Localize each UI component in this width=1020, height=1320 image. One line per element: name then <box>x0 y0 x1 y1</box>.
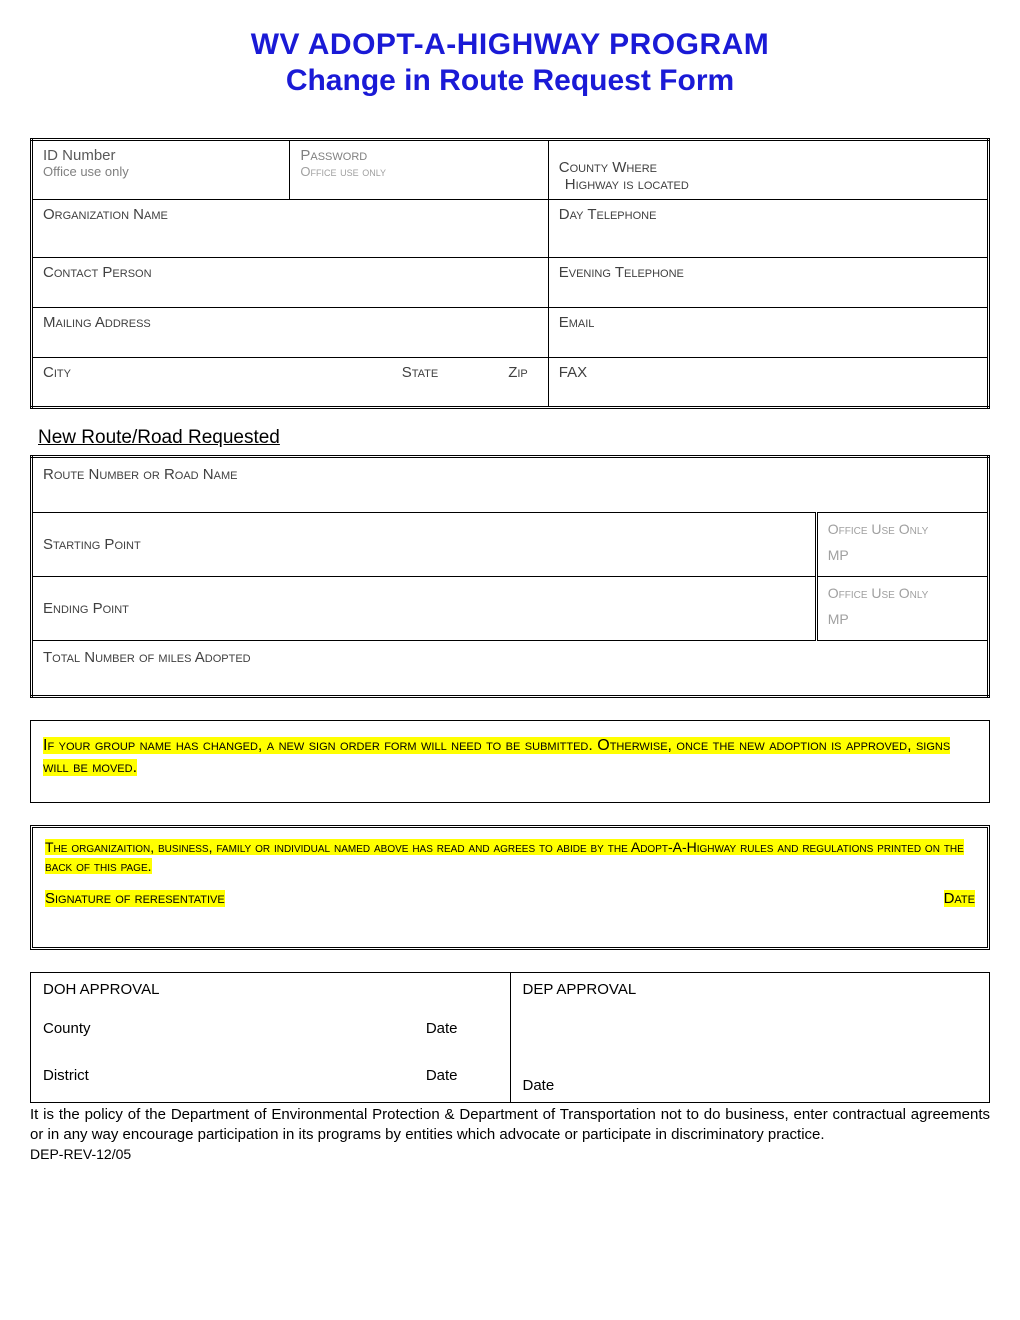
route-table: Route Number or Road Name Starting Point… <box>30 455 990 698</box>
signature-label: Signature of reresentative <box>45 890 225 907</box>
start-mp-cell[interactable]: Office Use Only MP <box>816 513 988 577</box>
city-label: City <box>43 364 71 381</box>
end-label: Ending Point <box>43 600 129 617</box>
new-route-section-title: New Route/Road Requested <box>38 427 990 449</box>
id-number-label: ID Number <box>43 147 279 164</box>
dep-label: DEP APPROVAL <box>523 981 978 998</box>
dep-approval-cell[interactable]: DEP APPROVAL Date <box>510 973 990 1103</box>
end-mp-cell[interactable]: Office Use Only MP <box>816 577 988 641</box>
footer-code: DEP-REV-12/05 <box>30 1146 990 1162</box>
title-line-2: Change in Route Request Form <box>30 64 990 98</box>
start-mp-label: MP <box>828 547 977 563</box>
start-label: Starting Point <box>43 536 141 553</box>
approval-table: DOH APPROVAL County Date District Date D… <box>30 972 990 1103</box>
start-office-label: Office Use Only <box>828 521 977 537</box>
signature-row: Signature of reresentative Date <box>45 890 975 907</box>
county-sublabel: Highway is located <box>559 176 977 193</box>
mail-cell[interactable]: Mailing Address <box>32 308 549 358</box>
city-state-zip-cell[interactable]: City State Zip <box>32 358 549 408</box>
fax-cell[interactable]: FAX <box>548 358 988 408</box>
form-header: WV ADOPT-A-HIGHWAY PROGRAM Change in Rou… <box>30 28 990 98</box>
org-name-label: Organization Name <box>43 206 168 223</box>
doh-county-row: County Date <box>43 1020 498 1037</box>
org-name-cell[interactable]: Organization Name <box>32 200 549 258</box>
doh-county-date-label: Date <box>426 1020 458 1037</box>
county-cell[interactable]: County Where Highway is located <box>548 140 988 200</box>
doh-label: DOH APPROVAL <box>43 981 498 998</box>
doh-district-label: District <box>43 1067 89 1084</box>
mail-label: Mailing Address <box>43 314 151 331</box>
doh-county-label: County <box>43 1020 91 1037</box>
route-num-cell[interactable]: Route Number or Road Name <box>32 457 989 513</box>
start-cell[interactable]: Starting Point <box>32 513 817 577</box>
day-tel-label: Day Telephone <box>559 206 657 223</box>
title-line-1: WV ADOPT-A-HIGHWAY PROGRAM <box>30 28 990 62</box>
agreement-box: The organizaition, business, family or i… <box>30 825 990 950</box>
total-miles-label: Total Number of miles Adopted <box>43 649 251 666</box>
eve-tel-label: Evening Telephone <box>559 264 684 281</box>
doh-approval-cell[interactable]: DOH APPROVAL County Date District Date <box>31 973 511 1103</box>
password-cell[interactable]: Password Office use only <box>290 140 548 200</box>
day-tel-cell[interactable]: Day Telephone <box>548 200 988 258</box>
county-label: County Where <box>559 159 977 176</box>
policy-text: It is the policy of the Department of En… <box>30 1105 990 1144</box>
doh-district-row: District Date <box>43 1067 498 1084</box>
state-label: State <box>402 364 438 381</box>
dep-date-label: Date <box>523 1077 555 1094</box>
password-sublabel: Office use only <box>300 164 537 179</box>
contact-info-table: ID Number Office use only Password Offic… <box>30 138 990 409</box>
zip-label: Zip <box>508 364 528 381</box>
notice-box: If your group name has changed, a new si… <box>30 720 990 803</box>
email-label: Email <box>559 314 595 331</box>
email-cell[interactable]: Email <box>548 308 988 358</box>
contact-label: Contact Person <box>43 264 152 281</box>
notice-text: If your group name has changed, a new si… <box>43 737 950 776</box>
doh-district-date-label: Date <box>426 1067 458 1084</box>
id-number-sublabel: Office use only <box>43 164 279 179</box>
fax-label: FAX <box>559 364 587 381</box>
end-mp-label: MP <box>828 611 977 627</box>
contact-cell[interactable]: Contact Person <box>32 258 549 308</box>
total-miles-cell[interactable]: Total Number of miles Adopted <box>32 641 989 697</box>
agreement-text: The organizaition, business, family or i… <box>45 839 964 874</box>
end-office-label: Office Use Only <box>828 585 977 601</box>
eve-tel-cell[interactable]: Evening Telephone <box>548 258 988 308</box>
signature-date-label: Date <box>944 890 975 907</box>
end-cell[interactable]: Ending Point <box>32 577 817 641</box>
agreement-text-wrap: The organizaition, business, family or i… <box>45 838 975 876</box>
route-num-label: Route Number or Road Name <box>43 466 237 483</box>
id-number-cell[interactable]: ID Number Office use only <box>32 140 290 200</box>
password-label: Password <box>300 147 537 164</box>
